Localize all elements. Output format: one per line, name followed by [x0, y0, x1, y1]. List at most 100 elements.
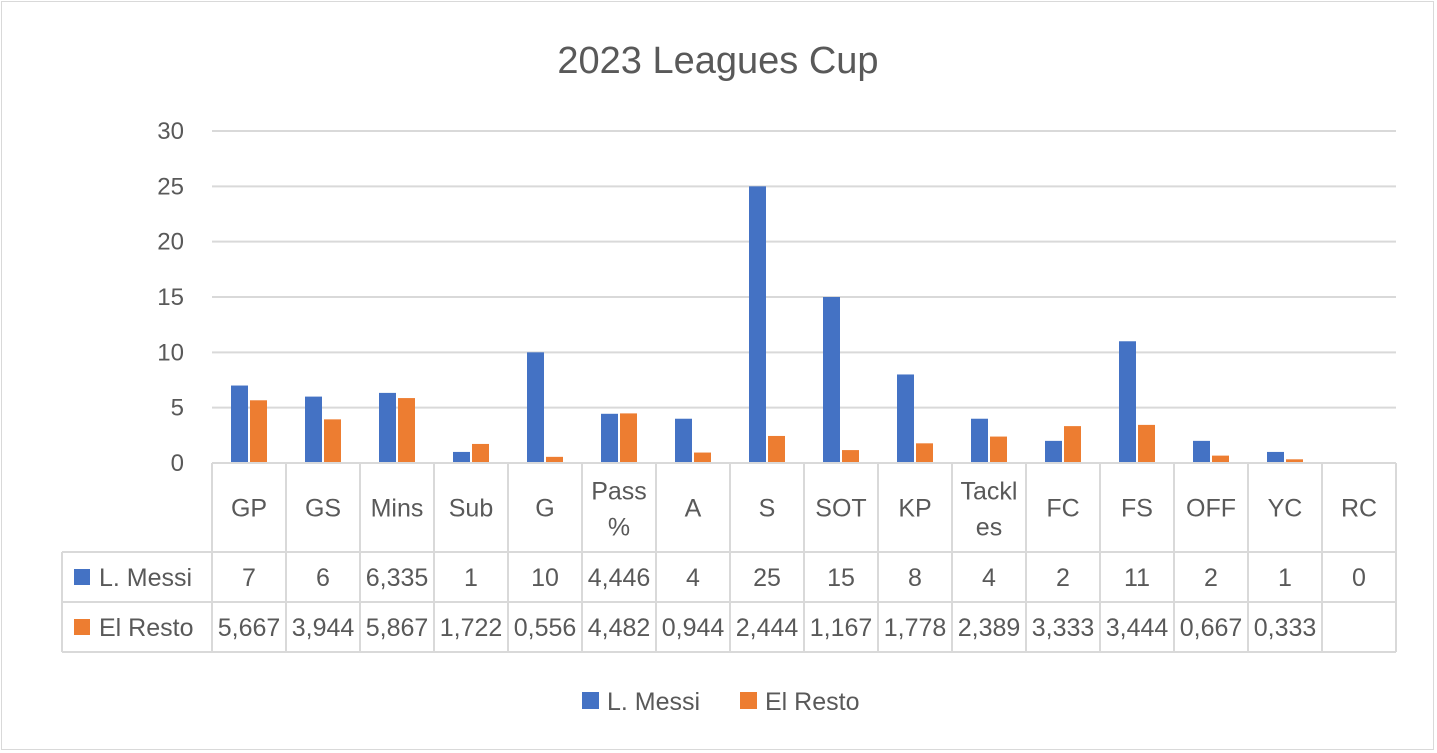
legend-key: [582, 692, 599, 709]
bar-l-messi-sot: [823, 297, 840, 463]
data-label: 0,667: [1180, 614, 1243, 642]
legend-label: El Resto: [765, 688, 859, 716]
category-label: GS: [305, 495, 341, 523]
bar-l-messi-tackles: [971, 418, 988, 463]
data-label: 6,335: [366, 564, 429, 592]
bar-l-messi-kp: [897, 374, 914, 463]
bar-l-messi-gp: [231, 385, 248, 463]
category-label: OFF: [1186, 495, 1236, 523]
y-tick-label: 20: [157, 229, 184, 256]
data-label: 25: [753, 564, 781, 592]
category-label: A: [685, 495, 702, 523]
bar-el-resto-mins: [398, 398, 415, 463]
data-label: 4,482: [588, 614, 651, 642]
category-label: FS: [1121, 495, 1153, 523]
bar-l-messi-fc: [1045, 440, 1062, 463]
category-label: G: [535, 495, 554, 523]
y-tick-label: 10: [157, 339, 184, 366]
bar-el-resto-fc: [1064, 426, 1081, 463]
data-label: 3,944: [292, 614, 355, 642]
bar-l-messi-sub: [453, 451, 470, 463]
bar-el-resto-sot: [842, 450, 859, 463]
bars: [231, 186, 1303, 464]
data-label: 4,446: [588, 564, 651, 592]
legend-label: L. Messi: [607, 688, 700, 716]
y-tick-label: 30: [157, 118, 184, 145]
category-label: S: [759, 495, 776, 523]
data-label: 5,667: [218, 614, 281, 642]
bar-el-resto-g: [546, 456, 563, 463]
bar-l-messi-pass-: [601, 413, 618, 463]
bar-el-resto-fs: [1138, 424, 1155, 463]
category-label: es: [976, 514, 1002, 542]
data-label: 2: [1204, 564, 1218, 592]
bar-el-resto-tackles: [990, 436, 1007, 463]
category-label: %: [608, 514, 630, 542]
data-label: 5,867: [366, 614, 429, 642]
bar-l-messi-mins: [379, 392, 396, 463]
data-label: 15: [827, 564, 855, 592]
data-label: 4: [686, 564, 700, 592]
data-label: 11: [1124, 564, 1150, 592]
bar-el-resto-kp: [916, 443, 933, 463]
category-label: Pass: [591, 478, 647, 506]
bar-el-resto-pass-: [620, 413, 637, 463]
category-label: RC: [1341, 495, 1377, 523]
category-label: KP: [898, 495, 931, 523]
bar-el-resto-s: [768, 435, 785, 463]
data-label: 8: [908, 564, 922, 592]
data-label: 0,556: [514, 614, 577, 642]
data-label: 2: [1056, 564, 1070, 592]
bar-el-resto-off: [1212, 455, 1229, 463]
data-label: 1,167: [810, 614, 873, 642]
y-tick-label: 0: [171, 450, 184, 477]
data-label: 2,444: [736, 614, 799, 642]
data-label: 0,333: [1254, 614, 1317, 642]
bar-l-messi-s: [749, 186, 766, 464]
data-label: 6: [316, 564, 330, 592]
table-series-label: El Resto: [99, 614, 193, 642]
table-series-label: L. Messi: [99, 564, 192, 592]
data-label: 3,333: [1032, 614, 1095, 642]
bar-el-resto-a: [694, 452, 711, 463]
bar-el-resto-gs: [324, 419, 341, 463]
category-label: Sub: [449, 495, 493, 523]
data-label: 1: [464, 564, 478, 592]
data-label: 10: [531, 564, 559, 592]
data-label: 3,444: [1106, 614, 1169, 642]
data-label: 1,778: [884, 614, 947, 642]
category-label: SOT: [815, 495, 866, 523]
chart-title: 2023 Leagues Cup: [557, 40, 878, 82]
data-label: 1: [1278, 564, 1292, 592]
bar-l-messi-yc: [1267, 451, 1284, 463]
y-tick-label: 15: [157, 284, 184, 311]
data-label: 0,944: [662, 614, 725, 642]
bar-l-messi-g: [527, 352, 544, 463]
y-axis: 0 5 10 15 20 25 30: [157, 118, 184, 477]
data-table: GP GS Mins Sub G Pass% A S SOT KP Tackl es FC FS OFF YC…: [61, 462, 1397, 653]
legend: L. Messi El Resto: [582, 688, 859, 716]
category-label: YC: [1268, 495, 1303, 523]
y-tick-label: 25: [157, 173, 184, 200]
table-legend-key: [74, 619, 90, 635]
bar-l-messi-off: [1193, 440, 1210, 463]
bar-l-messi-gs: [305, 396, 322, 463]
bar-l-messi-fs: [1119, 341, 1136, 463]
category-label: FC: [1046, 495, 1079, 523]
bar-el-resto-sub: [472, 443, 489, 463]
bar-el-resto-gp: [250, 400, 267, 463]
bar-el-resto-yc: [1286, 459, 1303, 463]
data-label: 1,722: [440, 614, 503, 642]
category-label: Tackl: [961, 478, 1018, 506]
category-label: Mins: [371, 495, 424, 523]
legend-key: [740, 692, 757, 709]
table-legend-key: [74, 569, 90, 585]
data-label: 0: [1352, 564, 1366, 592]
bar-l-messi-a: [675, 418, 692, 463]
y-tick-label: 5: [171, 395, 184, 422]
data-label: 4: [982, 564, 996, 592]
category-label: GP: [231, 495, 267, 523]
data-label: 7: [242, 564, 256, 592]
